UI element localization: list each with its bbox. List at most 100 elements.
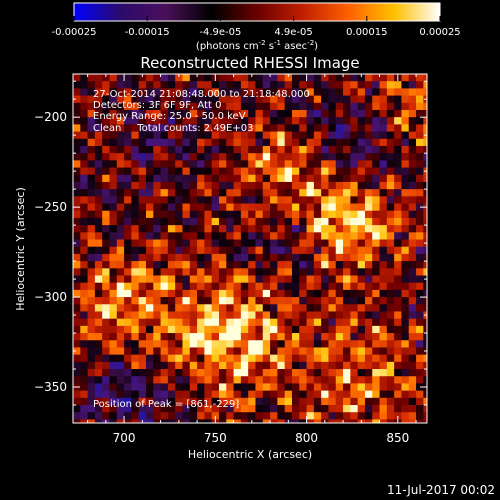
heatmap-cell xyxy=(109,282,118,291)
heatmap-cell xyxy=(284,376,293,385)
heatmap-cell xyxy=(167,311,176,320)
heatmap-cell xyxy=(226,189,235,197)
heatmap-cell xyxy=(248,160,257,169)
heatmap-cell xyxy=(94,289,103,298)
heatmap-cell xyxy=(233,325,242,334)
heatmap-cell xyxy=(423,340,427,349)
heatmap-cell xyxy=(394,347,403,356)
heatmap-cell xyxy=(357,131,366,140)
heatmap-cell xyxy=(102,239,111,248)
heatmap-cell xyxy=(306,297,315,305)
heatmap-cell xyxy=(248,340,257,349)
heatmap-cell xyxy=(343,145,351,154)
heatmap-cell xyxy=(284,102,293,111)
heatmap-cell xyxy=(240,109,249,118)
heatmap-cell xyxy=(277,217,286,226)
heatmap-cell xyxy=(335,102,344,111)
heatmap-cell xyxy=(175,268,184,277)
heatmap-cell xyxy=(80,74,89,82)
heatmap-cell xyxy=(284,318,293,327)
heatmap-cell xyxy=(270,74,278,82)
heatmap-cell xyxy=(167,289,176,298)
heatmap-cell xyxy=(124,203,132,212)
heatmap-cell xyxy=(204,145,213,154)
heatmap-cell xyxy=(386,261,395,269)
heatmap-cell xyxy=(277,383,286,392)
heatmap-cell xyxy=(357,369,366,377)
heatmap-cell xyxy=(321,405,330,413)
heatmap-cell xyxy=(182,117,191,125)
heatmap-cell xyxy=(102,145,111,154)
heatmap-cell xyxy=(73,354,81,363)
heatmap-cell xyxy=(167,124,176,133)
heatmap-cell xyxy=(153,246,162,255)
heatmap-cell xyxy=(211,239,220,248)
heatmap-cell xyxy=(116,318,125,327)
colorbar-tick-label: 0.00025 xyxy=(419,27,460,38)
heatmap-cell xyxy=(401,196,410,205)
heatmap-cell xyxy=(211,167,220,176)
heatmap-cell xyxy=(204,297,213,305)
heatmap-cell xyxy=(262,174,271,183)
heatmap-cell xyxy=(372,203,381,212)
heatmap-cell xyxy=(372,397,381,406)
heatmap-cell xyxy=(408,304,417,313)
heatmap-cell xyxy=(313,325,322,334)
heatmap-cell xyxy=(416,390,424,399)
heatmap-cell xyxy=(423,246,427,255)
heatmap-cell xyxy=(145,282,154,291)
heatmap-cell xyxy=(270,325,278,334)
heatmap-cell xyxy=(379,131,388,140)
heatmap-cell xyxy=(167,131,176,140)
heatmap-cell xyxy=(255,239,264,248)
heatmap-cell xyxy=(94,268,103,277)
heatmap-cell xyxy=(102,225,111,233)
heatmap-cell xyxy=(321,390,330,399)
heatmap-cell xyxy=(109,74,118,82)
heatmap-cell xyxy=(248,210,257,219)
heatmap-cell xyxy=(350,203,359,212)
heatmap-cell xyxy=(94,181,103,190)
heatmap-cell xyxy=(87,268,96,277)
heatmap-cell xyxy=(386,210,395,219)
heatmap-cell xyxy=(262,268,271,277)
heatmap-cell xyxy=(167,167,176,176)
heatmap-cell xyxy=(394,210,403,219)
heatmap-cell xyxy=(416,412,424,421)
heatmap-cell xyxy=(321,102,330,111)
heatmap-cell xyxy=(167,268,176,277)
heatmap-cell xyxy=(116,88,125,97)
heatmap-cell xyxy=(145,304,154,313)
heatmap-cell xyxy=(109,311,118,320)
heatmap-cell xyxy=(299,275,308,284)
heatmap-cell xyxy=(145,369,154,377)
heatmap-cell xyxy=(284,361,293,370)
colorbar-tick-label: -0.00015 xyxy=(125,27,170,38)
heatmap-cell xyxy=(364,318,373,327)
heatmap-cell xyxy=(291,145,300,154)
heatmap-cell xyxy=(284,383,293,392)
heatmap-cell xyxy=(328,131,337,140)
heatmap-cell xyxy=(124,232,132,241)
heatmap-cell xyxy=(87,246,96,255)
heatmap-cell xyxy=(270,210,278,219)
heatmap-cell xyxy=(204,361,213,370)
heatmap-cell xyxy=(175,174,184,183)
heatmap-cell xyxy=(262,181,271,190)
heatmap-cell xyxy=(218,354,227,363)
heatmap-cell xyxy=(131,167,140,176)
heatmap-cell xyxy=(291,196,300,205)
heatmap-cell xyxy=(299,405,308,413)
heatmap-cell xyxy=(408,311,417,320)
heatmap-cell xyxy=(321,138,330,147)
heatmap-cell xyxy=(80,88,89,97)
heatmap-cell xyxy=(284,95,293,104)
heatmap-cell xyxy=(175,311,184,320)
colorbar-ticks: -0.00025 -0.00015 -4.9e-05 4.9e-05 0.00015 0.… xyxy=(52,16,461,38)
heatmap-cell xyxy=(386,390,395,399)
heatmap-cell xyxy=(401,354,410,363)
heatmap-cell xyxy=(131,304,140,313)
heatmap-cell xyxy=(416,88,424,97)
heatmap-cell xyxy=(124,340,132,349)
heatmap-cell xyxy=(248,405,257,413)
